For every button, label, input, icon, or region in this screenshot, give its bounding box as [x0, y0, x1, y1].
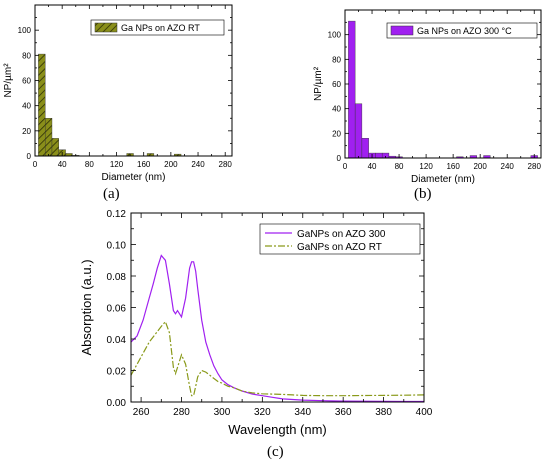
hist-b-y-tick-label: 60	[332, 80, 341, 89]
hist-a-x-tick-label: 0	[33, 160, 38, 169]
abs-y-tick-label: 0.10	[107, 241, 127, 252]
abs-y-tick-label: 0.12	[107, 209, 127, 220]
abs-y-axis-label: Absorption (a.u.)	[79, 259, 94, 355]
hist-a-bar	[44, 118, 53, 157]
hist-b-bar	[348, 20, 356, 159]
hist-b-legend-text: Ga NPs on AZO 300 °C	[417, 26, 512, 36]
abs-x-axis-label: Wavelength (nm)	[228, 422, 327, 437]
hist-b-x-tick-label: 40	[368, 162, 377, 171]
hist-b-y-tick-label: 40	[332, 105, 341, 114]
histogram-panel-b: 0 40 80 120 160 200 240 280 0 20 40 60 80 100 Diameter…	[313, 9, 542, 185]
hist-a-x-tick-label: 160	[137, 160, 151, 169]
hist-b-x-tick-label: 0	[343, 162, 348, 171]
abs-legend-box	[259, 223, 421, 255]
hist-b-x-tick-label: 120	[419, 162, 433, 171]
hist-a-y-tick-label: 80	[22, 51, 31, 60]
hist-a-x-tick-label: 280	[219, 160, 233, 169]
hist-b-y-tick-label: 0	[337, 154, 342, 163]
hist-a-legend-swatch	[94, 22, 118, 33]
hist-a-x-tick-label: 200	[164, 160, 178, 169]
abs-y-tick-label: 0.04	[107, 335, 127, 346]
hist-b-x-tick-label: 80	[395, 162, 404, 171]
abs-x-tick-label: 340	[294, 407, 311, 418]
abs-y-tick-label: 0.02	[107, 367, 127, 378]
panel-label-b: (b)	[414, 186, 432, 202]
abs-legend-text: GaNPs on AZO RT	[297, 242, 382, 253]
hist-a-legend-text: Ga NPs on AZO RT	[121, 23, 200, 33]
hist-a-x-tick-label: 40	[58, 160, 67, 169]
panel-label-c: (c)	[267, 444, 284, 460]
histogram-panel-a: 0 40 80 120 160 200 240 280 0 20 40 60 80 100 Diameter…	[3, 4, 233, 183]
series-line-azo-300	[130, 254, 424, 403]
hist-a-y-axis-label: NP/µm²	[3, 63, 14, 98]
hist-a-y-tick-label: 100	[18, 26, 32, 35]
abs-x-tick-label: 260	[133, 407, 150, 418]
abs-x-tick-label: 400	[416, 407, 433, 418]
hist-a-y-tick-label: 40	[22, 102, 31, 111]
hist-a-x-axis-label: Diameter (nm)	[102, 172, 166, 183]
hist-b-y-tick-label: 20	[332, 129, 341, 138]
hist-b-x-tick-label: 160	[446, 162, 460, 171]
hist-b-legend-swatch	[390, 25, 414, 36]
absorption-panel-c: 260 280 300 320 340 360 380 400 0.00 0.02 0.04 0.06…	[79, 209, 433, 437]
hist-b-legend-box	[386, 22, 538, 39]
hist-a-x-tick-label: 80	[85, 160, 94, 169]
hist-b-bar	[354, 103, 363, 159]
hist-b-x-axis-label: Diameter (nm)	[411, 174, 475, 185]
abs-y-tick-label: 0.06	[107, 304, 127, 315]
hist-a-y-tick-label: 60	[22, 77, 31, 86]
abs-y-tick-label: 0.00	[107, 398, 127, 409]
abs-x-tick-label: 280	[173, 407, 190, 418]
hist-a-bar	[38, 53, 46, 157]
hist-b-x-tick-label: 240	[501, 162, 515, 171]
series-line-azo-rt	[130, 320, 425, 397]
hist-b-x-tick-label: 280	[528, 162, 542, 171]
hist-b-x-tick-label: 200	[473, 162, 487, 171]
abs-x-tick-label: 380	[375, 407, 392, 418]
abs-x-tick-label: 300	[214, 407, 231, 418]
hist-a-legend-box	[90, 19, 225, 36]
hist-a-bar	[51, 138, 59, 157]
abs-x-tick-label: 360	[335, 407, 352, 418]
hist-a-y-tick-label: 20	[22, 127, 31, 136]
hist-a-x-tick-label: 240	[191, 160, 205, 169]
hist-b-bar	[361, 138, 369, 159]
hist-a-x-tick-label: 120	[110, 160, 124, 169]
abs-y-tick-label: 0.08	[107, 272, 127, 283]
abs-legend-text: GaNPs on AZO 300	[297, 229, 386, 240]
hist-b-bar	[375, 152, 383, 159]
hist-b-y-tick-label: 100	[328, 31, 342, 40]
hist-b-y-axis-label: NP/µm²	[313, 66, 324, 101]
panel-label-a: (a)	[103, 186, 120, 202]
hist-b-y-tick-label: 80	[332, 55, 341, 64]
abs-x-tick-label: 320	[254, 407, 271, 418]
hist-a-y-tick-label: 0	[27, 152, 32, 161]
